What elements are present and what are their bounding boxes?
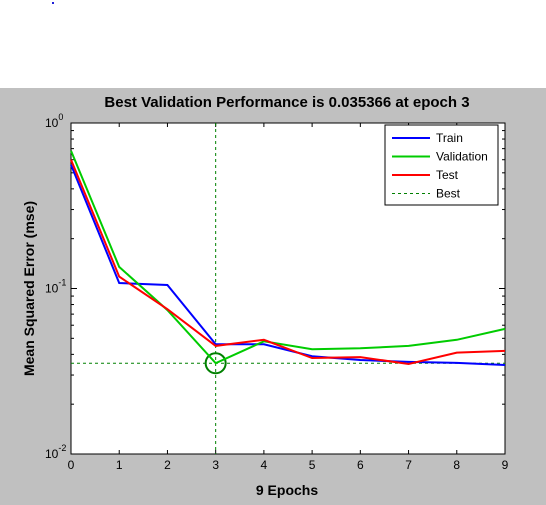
y-tick-exponent: 0 — [58, 112, 63, 122]
y-tick-label: 100 — [45, 112, 63, 130]
x-tick-label: 9 — [502, 458, 509, 472]
chart-title: Best Validation Performance is 0.035366 … — [104, 94, 469, 111]
x-tick-label: 2 — [164, 458, 171, 472]
y-tick-label: 10-1 — [45, 278, 66, 296]
chart-legend: Train Validation Test Best — [384, 124, 499, 206]
legend-label-best: Best — [436, 187, 461, 201]
y-tick-label: 10-2 — [45, 443, 66, 461]
legend-label-test: Test — [436, 168, 459, 182]
performance-chart: Best Validation Performance is 0.035366 … — [21, 94, 509, 498]
train-series-line — [70, 164, 506, 366]
x-tick-label: 7 — [405, 458, 412, 472]
legend-label-validation: Validation — [436, 150, 488, 164]
legend-items: Train Validation Test Best — [392, 131, 488, 201]
x-tick-label: 8 — [453, 458, 460, 472]
x-tick-label: 3 — [212, 458, 219, 472]
series-lines — [70, 150, 506, 366]
x-tick-label: 4 — [261, 458, 268, 472]
x-tick-label: 1 — [116, 458, 123, 472]
x-axis-label: 9 Epochs — [256, 482, 318, 498]
blank-header-area — [0, 0, 546, 88]
y-tick-exponent: -1 — [58, 278, 66, 288]
y-tick-base: 10 — [45, 447, 59, 461]
figure-window: Best Validation Performance is 0.035366 … — [0, 88, 546, 505]
test-series-line — [70, 159, 506, 366]
y-tick-base: 10 — [45, 282, 59, 296]
best-point-marker — [204, 352, 227, 375]
legend-label-train: Train — [436, 131, 463, 145]
x-tick-label: 6 — [357, 458, 364, 472]
y-tick-exponent: -2 — [58, 443, 66, 453]
x-tick-label: 0 — [68, 458, 75, 472]
stray-pixel — [52, 2, 54, 4]
y-axis-label: Mean Squared Error (mse) — [21, 201, 37, 376]
y-tick-base: 10 — [45, 116, 59, 130]
validation-series-line — [70, 150, 506, 365]
x-tick-label: 5 — [309, 458, 316, 472]
